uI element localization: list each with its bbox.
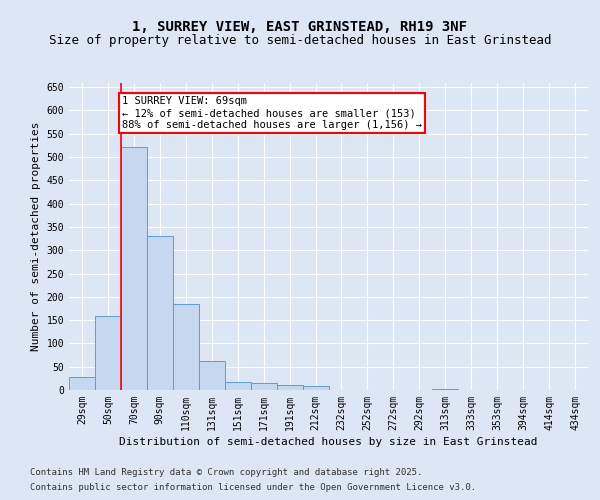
- Text: Size of property relative to semi-detached houses in East Grinstead: Size of property relative to semi-detach…: [49, 34, 551, 47]
- Text: 1 SURREY VIEW: 69sqm
← 12% of semi-detached houses are smaller (153)
88% of semi: 1 SURREY VIEW: 69sqm ← 12% of semi-detac…: [122, 96, 422, 130]
- Bar: [277, 386, 302, 390]
- Bar: [225, 382, 251, 390]
- Text: Contains public sector information licensed under the Open Government Licence v3: Contains public sector information licen…: [30, 483, 476, 492]
- Bar: [147, 236, 173, 390]
- Bar: [95, 316, 121, 390]
- Bar: [121, 147, 147, 390]
- Y-axis label: Number of semi-detached properties: Number of semi-detached properties: [31, 122, 41, 351]
- Bar: [302, 386, 329, 390]
- Text: Contains HM Land Registry data © Crown copyright and database right 2025.: Contains HM Land Registry data © Crown c…: [30, 468, 422, 477]
- Bar: [199, 361, 224, 390]
- X-axis label: Distribution of semi-detached houses by size in East Grinstead: Distribution of semi-detached houses by …: [119, 437, 538, 447]
- Bar: [251, 383, 277, 390]
- Bar: [173, 304, 199, 390]
- Text: 1, SURREY VIEW, EAST GRINSTEAD, RH19 3NF: 1, SURREY VIEW, EAST GRINSTEAD, RH19 3NF: [133, 20, 467, 34]
- Bar: [69, 377, 95, 390]
- Bar: [433, 389, 458, 390]
